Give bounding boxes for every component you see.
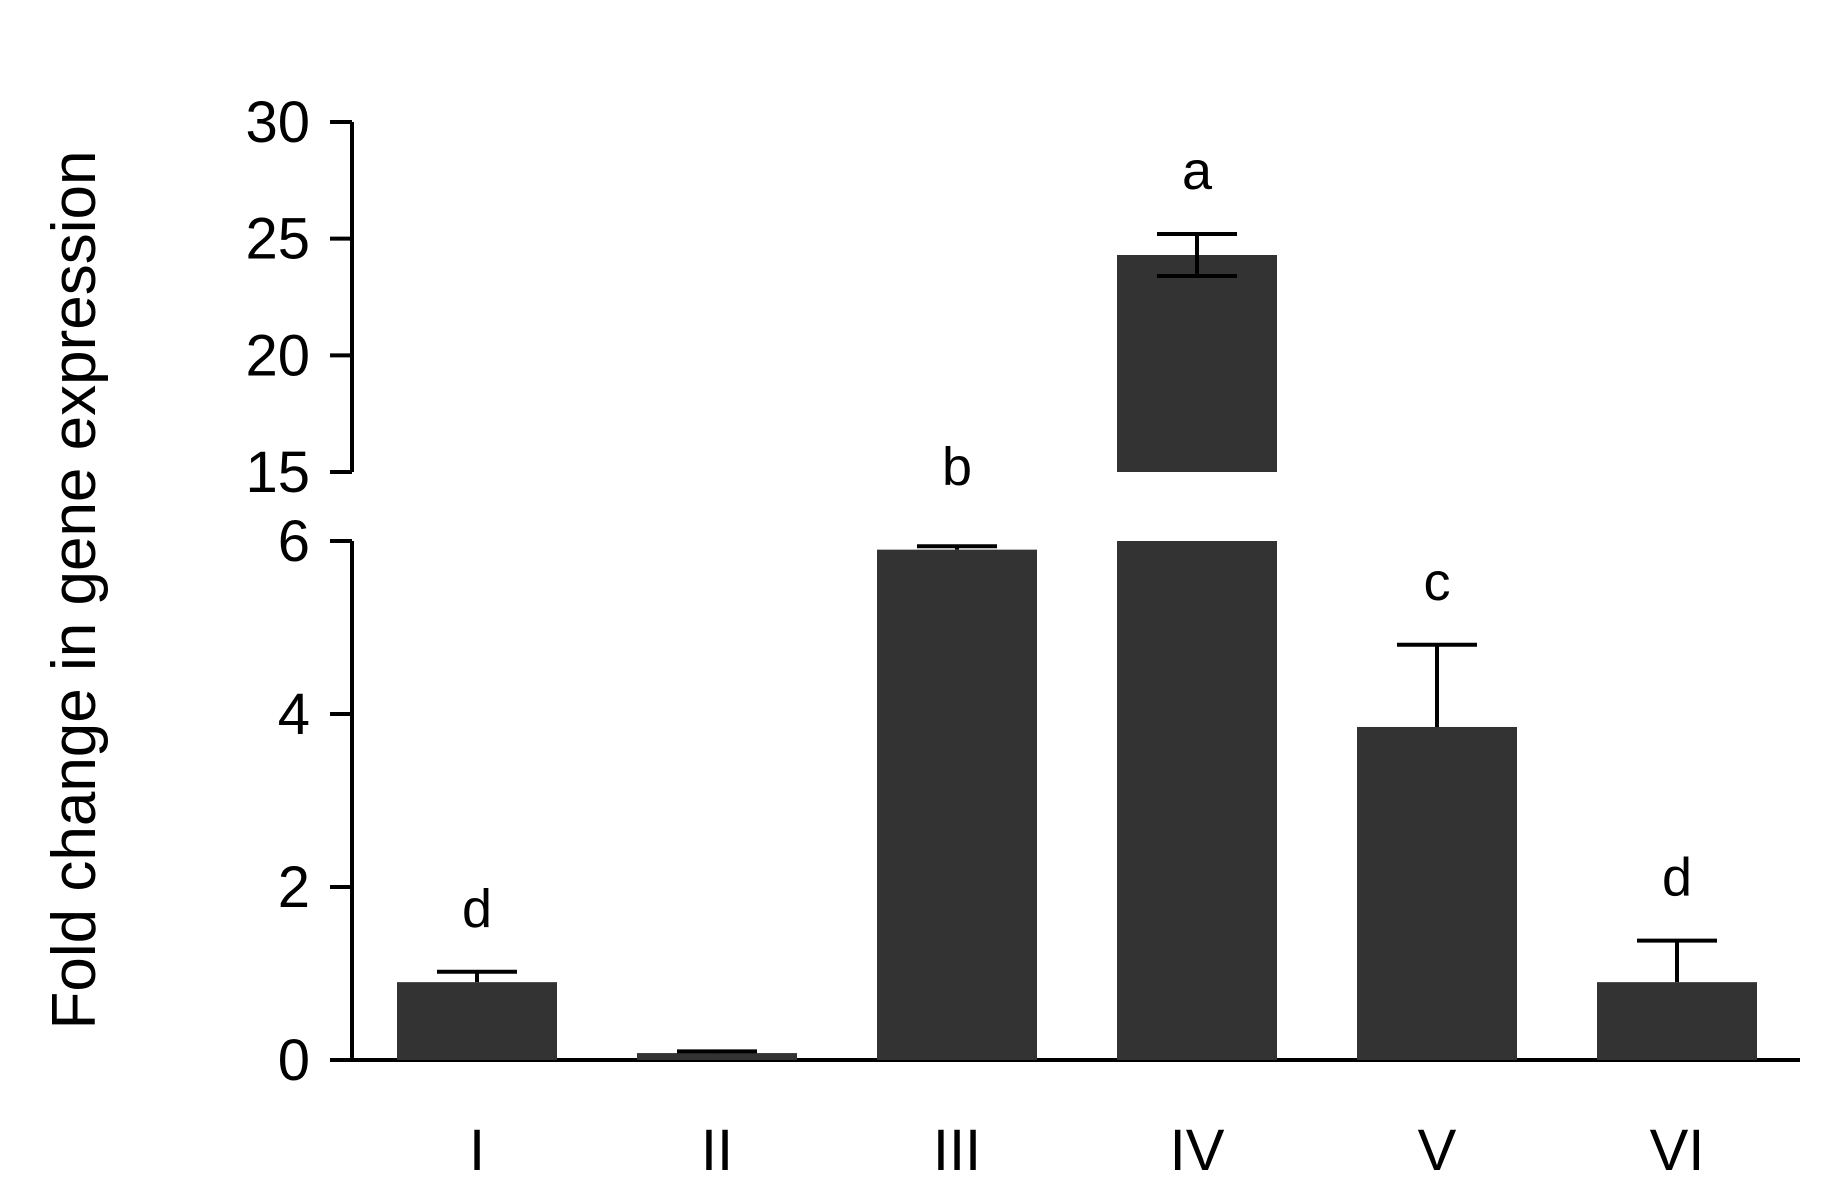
significance-VI: d xyxy=(1662,848,1692,908)
x-tick-label-II: II xyxy=(701,1118,733,1183)
axes xyxy=(330,120,1800,1062)
x-tick-label-I: I xyxy=(469,1118,485,1183)
y-axis-label: Fold change in gene expression xyxy=(40,151,109,1030)
x-tick-label-VI: VI xyxy=(1650,1118,1705,1183)
significance-III: b xyxy=(942,437,972,497)
bars xyxy=(397,255,1757,1060)
significance-I: d xyxy=(462,879,492,939)
bar-II xyxy=(637,1053,797,1060)
y-lower-tick-label-1: 2 xyxy=(278,855,310,920)
bar-VI xyxy=(1597,982,1757,1060)
y-upper-tick-label-0: 15 xyxy=(245,440,310,505)
bar-V xyxy=(1357,726,1517,1060)
bar-IV-lower xyxy=(1117,541,1277,1060)
bar-I xyxy=(397,982,557,1060)
y-upper-tick-label-1: 20 xyxy=(245,323,310,388)
significance-IV: a xyxy=(1182,141,1213,201)
bar-IV-upper xyxy=(1117,255,1277,472)
significance-labels: d b a c d xyxy=(462,141,1692,939)
y-upper-tick-label-3: 30 xyxy=(245,90,310,155)
x-tick-label-III: III xyxy=(933,1118,981,1183)
x-tick-label-V: V xyxy=(1418,1118,1457,1183)
error-bars xyxy=(437,232,1717,1054)
y-lower-tick-label-3: 6 xyxy=(278,509,310,574)
significance-V: c xyxy=(1424,552,1451,612)
y-upper-tick-label-2: 25 xyxy=(245,207,310,272)
bar-III xyxy=(877,549,1037,1060)
y-lower-tick-label-2: 4 xyxy=(278,682,310,747)
x-tick-label-IV: IV xyxy=(1170,1118,1225,1183)
y-lower-tick-label-0: 0 xyxy=(278,1028,310,1093)
